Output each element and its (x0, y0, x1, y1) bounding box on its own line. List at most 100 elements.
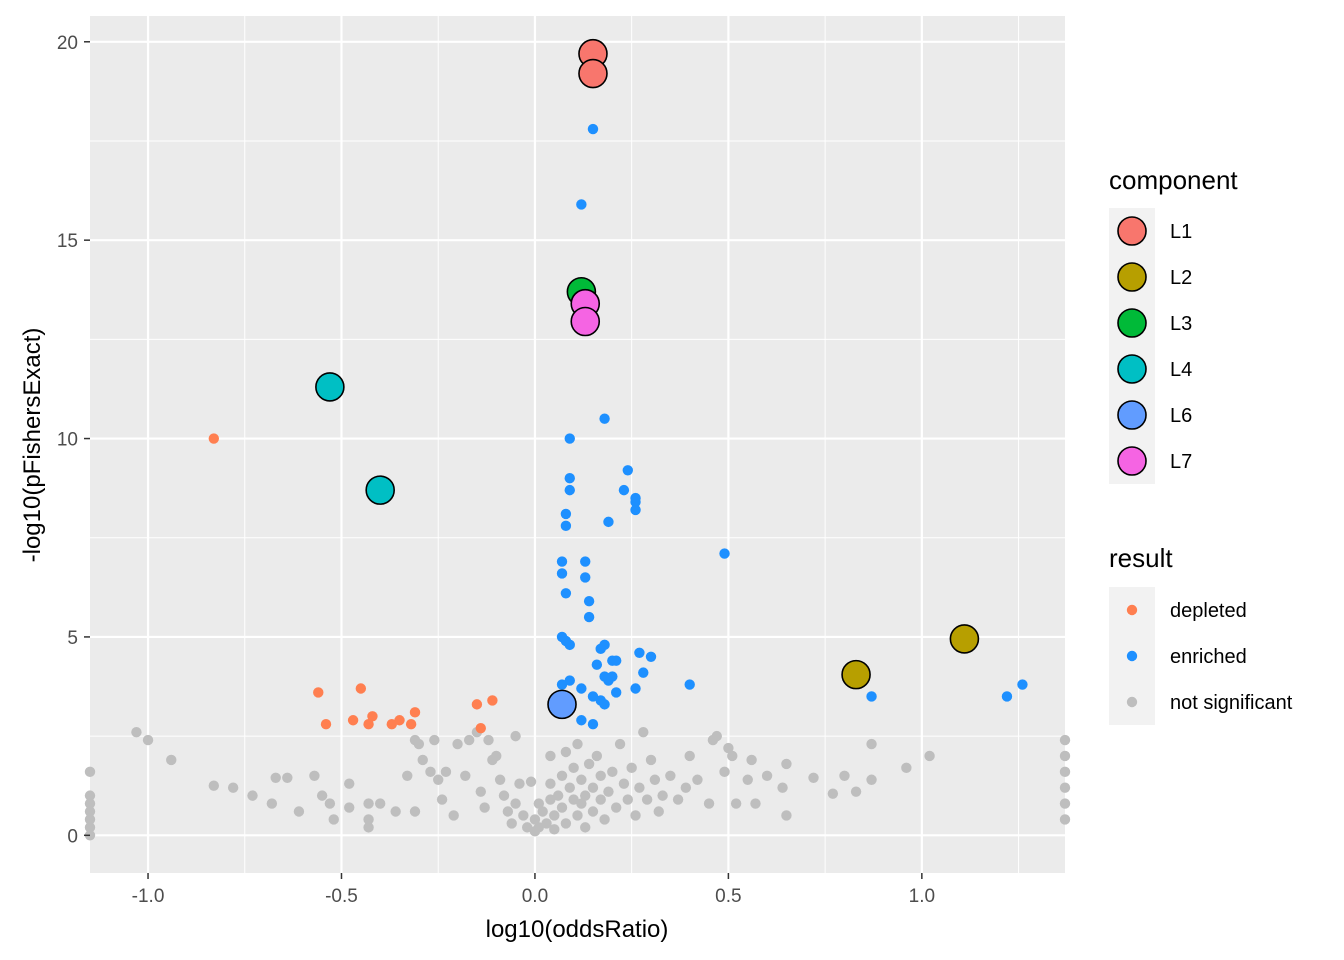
point-not-significant (417, 754, 428, 766)
point-not-significant (723, 742, 734, 754)
point-not-significant (703, 798, 715, 809)
point-not-significant (665, 770, 676, 781)
point-not-significant (572, 810, 583, 821)
point-depleted (313, 687, 324, 698)
legend-key-L1 (1117, 216, 1147, 246)
component-point-L4 (315, 372, 345, 402)
point-not-significant (293, 806, 305, 817)
point-not-significant (730, 798, 742, 809)
point-not-significant (645, 754, 657, 766)
point-enriched (587, 691, 599, 702)
point-depleted (471, 699, 483, 710)
point-enriched (630, 496, 641, 508)
point-not-significant (607, 766, 618, 778)
point-not-significant (711, 730, 722, 742)
point-not-significant (781, 810, 792, 821)
legend-key-L4 (1117, 354, 1147, 384)
point-not-significant (363, 822, 374, 833)
point-not-significant (603, 786, 614, 797)
point-not-significant (587, 806, 599, 817)
point-not-significant (363, 798, 374, 809)
point-not-significant (850, 786, 862, 797)
point-not-significant (746, 754, 757, 766)
point-not-significant (390, 806, 401, 817)
legend-label: enriched (1170, 646, 1247, 668)
point-enriched (576, 683, 587, 694)
y-tick-label: 15 (57, 231, 78, 252)
point-not-significant (781, 758, 792, 770)
point-not-significant (777, 782, 788, 793)
point-enriched (587, 123, 599, 135)
point-not-significant (638, 726, 649, 738)
point-not-significant (84, 798, 96, 809)
point-depleted (347, 715, 359, 726)
point-not-significant (552, 790, 564, 801)
point-not-significant (1059, 766, 1071, 778)
point-not-significant (580, 790, 591, 801)
point-not-significant (653, 806, 664, 817)
point-not-significant (583, 758, 595, 770)
legend-title: result (1109, 543, 1173, 573)
y-tick-label: 10 (57, 430, 78, 451)
point-not-significant (344, 802, 355, 813)
x-axis-ticks: -1.0 -0.5 0.0 0.5 1.0 (132, 873, 935, 907)
point-not-significant (166, 754, 177, 766)
component-point-L1 (578, 58, 608, 89)
point-not-significant (510, 798, 521, 809)
point-not-significant (324, 798, 336, 809)
point-not-significant (672, 794, 684, 805)
point-enriched (630, 504, 641, 516)
point-not-significant (568, 794, 579, 805)
point-not-significant (1059, 814, 1071, 825)
point-depleted (386, 719, 397, 730)
point-not-significant (270, 772, 281, 783)
point-enriched (580, 556, 591, 567)
point-not-significant (483, 734, 494, 746)
point-enriched (610, 687, 622, 698)
point-not-significant (440, 766, 452, 778)
point-not-significant (560, 746, 572, 758)
point-not-significant (316, 790, 328, 801)
component-point-L4 (365, 475, 395, 505)
point-not-significant (429, 734, 440, 746)
point-not-significant (866, 738, 877, 750)
point-not-significant (522, 822, 533, 833)
component-point-L2 (841, 659, 871, 690)
major-gridlines (90, 16, 1065, 873)
point-not-significant (363, 814, 374, 825)
point-enriched (618, 484, 630, 496)
point-enriched (634, 647, 645, 658)
point-not-significant (84, 766, 96, 778)
point-depleted (487, 695, 498, 706)
point-not-significant (537, 806, 548, 817)
legend-title: component (1109, 165, 1238, 195)
point-not-significant (525, 776, 537, 787)
point-not-significant (719, 766, 730, 778)
point-enriched (564, 675, 575, 686)
component-point-L6 (547, 689, 577, 720)
x-tick-label: 0.0 (522, 886, 548, 907)
point-enriched (564, 484, 575, 496)
point-enriched (607, 671, 618, 682)
point-enriched (599, 413, 610, 424)
point-depleted (475, 722, 486, 734)
legend-key-L3 (1117, 308, 1147, 338)
point-enriched (638, 667, 649, 678)
point-not-significant (549, 824, 560, 835)
point-enriched (560, 588, 572, 599)
point-not-significant (556, 802, 568, 813)
point-not-significant (425, 766, 436, 778)
legend-label: L3 (1170, 313, 1192, 335)
legend-key-L2 (1117, 262, 1147, 292)
x-tick-label: 1.0 (909, 886, 935, 907)
point-not-significant (533, 822, 545, 833)
point-not-significant (208, 780, 220, 791)
point-not-significant (560, 818, 572, 829)
point-not-significant (84, 790, 96, 801)
point-not-significant (742, 774, 753, 785)
y-axis-title: -log10(pFishersExact) (19, 328, 46, 563)
point-not-significant (556, 770, 568, 781)
point-depleted (367, 711, 378, 722)
point-enriched (630, 683, 641, 694)
point-enriched (684, 679, 695, 690)
